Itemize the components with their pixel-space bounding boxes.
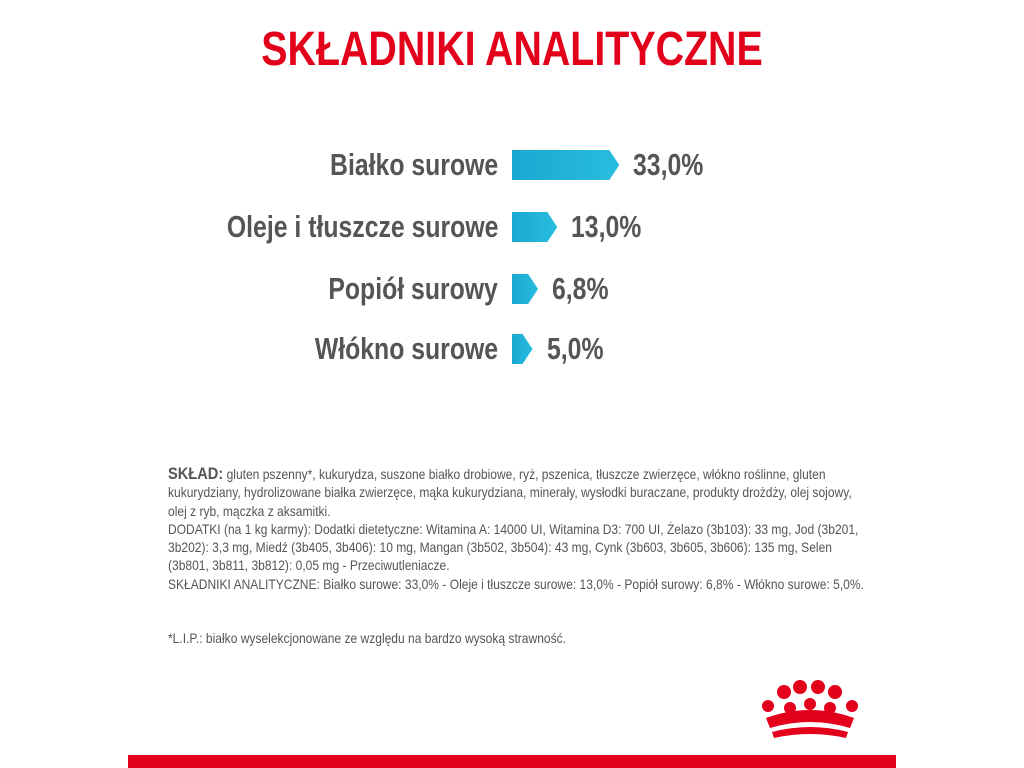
footer-red-bar	[128, 755, 896, 768]
chart-row: Popiół surowy 6,8%	[0, 269, 1024, 309]
category-label: Białko surowe	[329, 147, 498, 182]
bar	[512, 150, 619, 180]
analytical-text: SKŁADNIKI ANALITYCZNE: Białko surowe: 33…	[168, 575, 864, 592]
bar	[512, 274, 538, 304]
chart-row: Włókno surowe 5,0%	[0, 329, 1024, 369]
additives-text: DODATKI (na 1 kg karmy): Dodatki dietety…	[168, 520, 859, 574]
category-label: Oleje i tłuszcze surowe	[226, 209, 498, 244]
category-label: Popiół surowy	[328, 271, 498, 306]
value-label: 5,0%	[546, 331, 604, 366]
value-label: 6,8%	[552, 271, 609, 306]
royal-canin-crown-logo	[762, 680, 858, 738]
bar	[512, 212, 557, 242]
ingredients-text: gluten pszenny*, kukurydza, suszone biał…	[168, 466, 852, 519]
value-label: 13,0%	[571, 209, 642, 244]
page-title: SKŁADNIKI ANALITYCZNE	[261, 23, 763, 76]
chart-row: Oleje i tłuszcze surowe 13,0%	[0, 207, 1024, 247]
composition-text: SKŁAD: gluten pszenny*, kukurydza, suszo…	[168, 464, 869, 593]
chart-row: Białko surowe 33,0%	[0, 145, 1024, 185]
composition-heading: SKŁAD:	[168, 464, 224, 483]
category-label: Włókno surowe	[314, 331, 498, 366]
bar	[512, 334, 533, 364]
value-label: 33,0%	[633, 147, 704, 182]
footnote: *L.I.P.: białko wyselekcjonowane ze wzgl…	[168, 630, 566, 646]
